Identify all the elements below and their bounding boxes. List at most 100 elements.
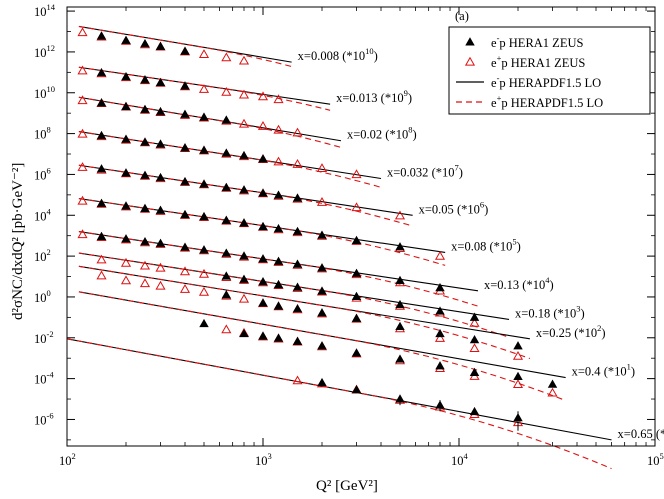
ep-minus-marker — [96, 130, 107, 140]
ep-minus-marker — [199, 211, 209, 221]
ep-minus-marker — [155, 205, 166, 214]
series-label: x=0.02 (*108) — [347, 125, 417, 142]
ep-plus-curve — [78, 164, 413, 227]
ep-minus-marker — [155, 238, 166, 247]
ep-plus-marker — [351, 202, 362, 212]
ep-minus-marker — [239, 218, 249, 227]
ep-plus-curve — [78, 66, 331, 111]
ep-minus-marker — [258, 254, 268, 263]
ep-plus-marker — [77, 195, 88, 205]
x-axis-title-text: Q² [GeV²] — [316, 478, 378, 494]
x-tick-exponent: 5 — [660, 451, 664, 461]
ep-minus-marker — [273, 256, 284, 265]
ep-minus-marker — [292, 282, 303, 291]
panel-label: (a) — [455, 9, 469, 23]
ep-plus-marker — [434, 250, 446, 260]
ep-minus-marker — [221, 115, 232, 124]
series-x-value: x=0.05 — [419, 202, 454, 216]
series-scale-open: (* — [653, 427, 664, 441]
ep-minus-marker — [273, 333, 284, 342]
ep-minus-marker — [351, 235, 362, 245]
ep-minus-marker — [239, 328, 249, 338]
ep-minus-marker — [258, 331, 268, 340]
ep-minus-marker — [140, 237, 150, 246]
ep-minus-marker — [96, 67, 107, 77]
ep-minus-marker — [199, 245, 209, 254]
ep-plus-marker — [221, 324, 232, 334]
legend-label-post: p HERA1 ZEUS — [499, 36, 583, 50]
legend-label-sup: - — [497, 33, 500, 43]
legend-label: e+p HERAPDF1.5 LO — [491, 93, 603, 110]
ep-plus-marker — [273, 94, 284, 104]
ep-minus-marker — [317, 341, 327, 350]
ep-minus-marker — [239, 150, 249, 160]
legend-label-post: p HERAPDF1.5 LO — [499, 76, 601, 90]
legend-ep-plus-marker — [464, 56, 476, 66]
y-tick-mantissa: 10 — [34, 250, 47, 264]
series-scale-open: (* — [339, 49, 353, 63]
series-scale-open: (* — [454, 202, 468, 216]
ep-plus-marker — [238, 293, 250, 303]
axis-titles: Q² [GeV²] d²σNC/dxdQ² [pb·GeV⁻²] — [10, 163, 378, 494]
series-scale-open: (* — [519, 278, 533, 292]
ep-minus-marker — [292, 259, 303, 268]
series-scale-exponent: 2 — [597, 323, 601, 333]
series-scale-close: ) — [484, 202, 488, 216]
ep-minus-marker — [395, 299, 405, 309]
ep-minus-marker — [469, 367, 480, 376]
ep-minus-marker — [199, 145, 209, 154]
series-x-value: x=0.13 — [484, 278, 519, 292]
ep-minus-marker — [96, 231, 107, 240]
y-tick-exponent: 0 — [47, 288, 51, 298]
y-tick-exponent: 2 — [47, 247, 51, 257]
x-tick-exponent: 2 — [72, 451, 76, 461]
legend: e-p HERA1 ZEUS e+p HERA1 ZEUS e - p HERAPDF1… — [448, 26, 651, 115]
ep-plus-marker — [512, 379, 524, 388]
ep-plus-marker — [273, 156, 284, 166]
legend-label-sup: + — [497, 53, 502, 63]
y-tick-exponent: -6 — [47, 410, 54, 420]
legend-label: e-p HERA1 ZEUS — [491, 33, 583, 50]
series-label: x=0.25 (*102) — [536, 323, 606, 340]
series-label: x=0.18 (*103) — [515, 303, 585, 320]
ep-minus-marker — [221, 271, 232, 280]
ep-minus-marker — [239, 185, 249, 194]
series-x-value: x=0.08 — [451, 239, 486, 253]
ep-minus-marker — [96, 98, 107, 107]
ep-minus-marker — [155, 106, 166, 116]
x-tick-mantissa: 10 — [59, 454, 72, 468]
ep-plus-marker — [273, 124, 284, 134]
ep-plus-marker — [469, 343, 480, 353]
ep-plus-marker — [198, 49, 210, 59]
ep-plus-marker — [139, 260, 151, 270]
y-tick-label: 108 — [34, 125, 51, 142]
series-scale-open: (* — [486, 239, 500, 253]
x-tick-label: 102 — [59, 451, 76, 468]
ep-minus-marker — [140, 75, 150, 84]
ep-minus-curve — [78, 265, 530, 340]
legend-label-pre: e — [491, 76, 497, 90]
ep-plus-marker — [155, 262, 166, 272]
y-tick-exponent: -4 — [47, 370, 55, 380]
ep-plus-marker — [257, 121, 269, 130]
ep-plus-marker — [394, 210, 406, 220]
ep-minus-marker — [239, 274, 249, 283]
series-label: x=0.032 (*107) — [387, 163, 463, 180]
ep-minus-marker — [140, 170, 150, 179]
series-label: x=0.4 (*101) — [572, 362, 635, 379]
series-scale-base: 10 — [442, 166, 455, 180]
ep-plus-marker — [512, 350, 524, 360]
series-x-value: x=0.013 — [336, 91, 377, 105]
ep-plus-curve — [78, 265, 531, 360]
x-tick-label: 103 — [255, 451, 272, 468]
series-label: x=0.008 (*1010) — [298, 46, 378, 63]
series-scale-close: ) — [601, 326, 605, 340]
ep-plus-marker — [96, 270, 107, 280]
legend-label: e+p HERA1 ZEUS — [491, 53, 585, 70]
y-tick-label: 102 — [34, 247, 51, 264]
series-scale-close: ) — [581, 306, 585, 320]
ep-minus-marker — [96, 164, 107, 173]
ep-minus-marker — [292, 303, 303, 313]
series-x-value: x=0.65 — [618, 427, 653, 441]
y-axis-title: d²σNC/dxdQ² [pb·GeV⁻²] — [10, 163, 26, 320]
